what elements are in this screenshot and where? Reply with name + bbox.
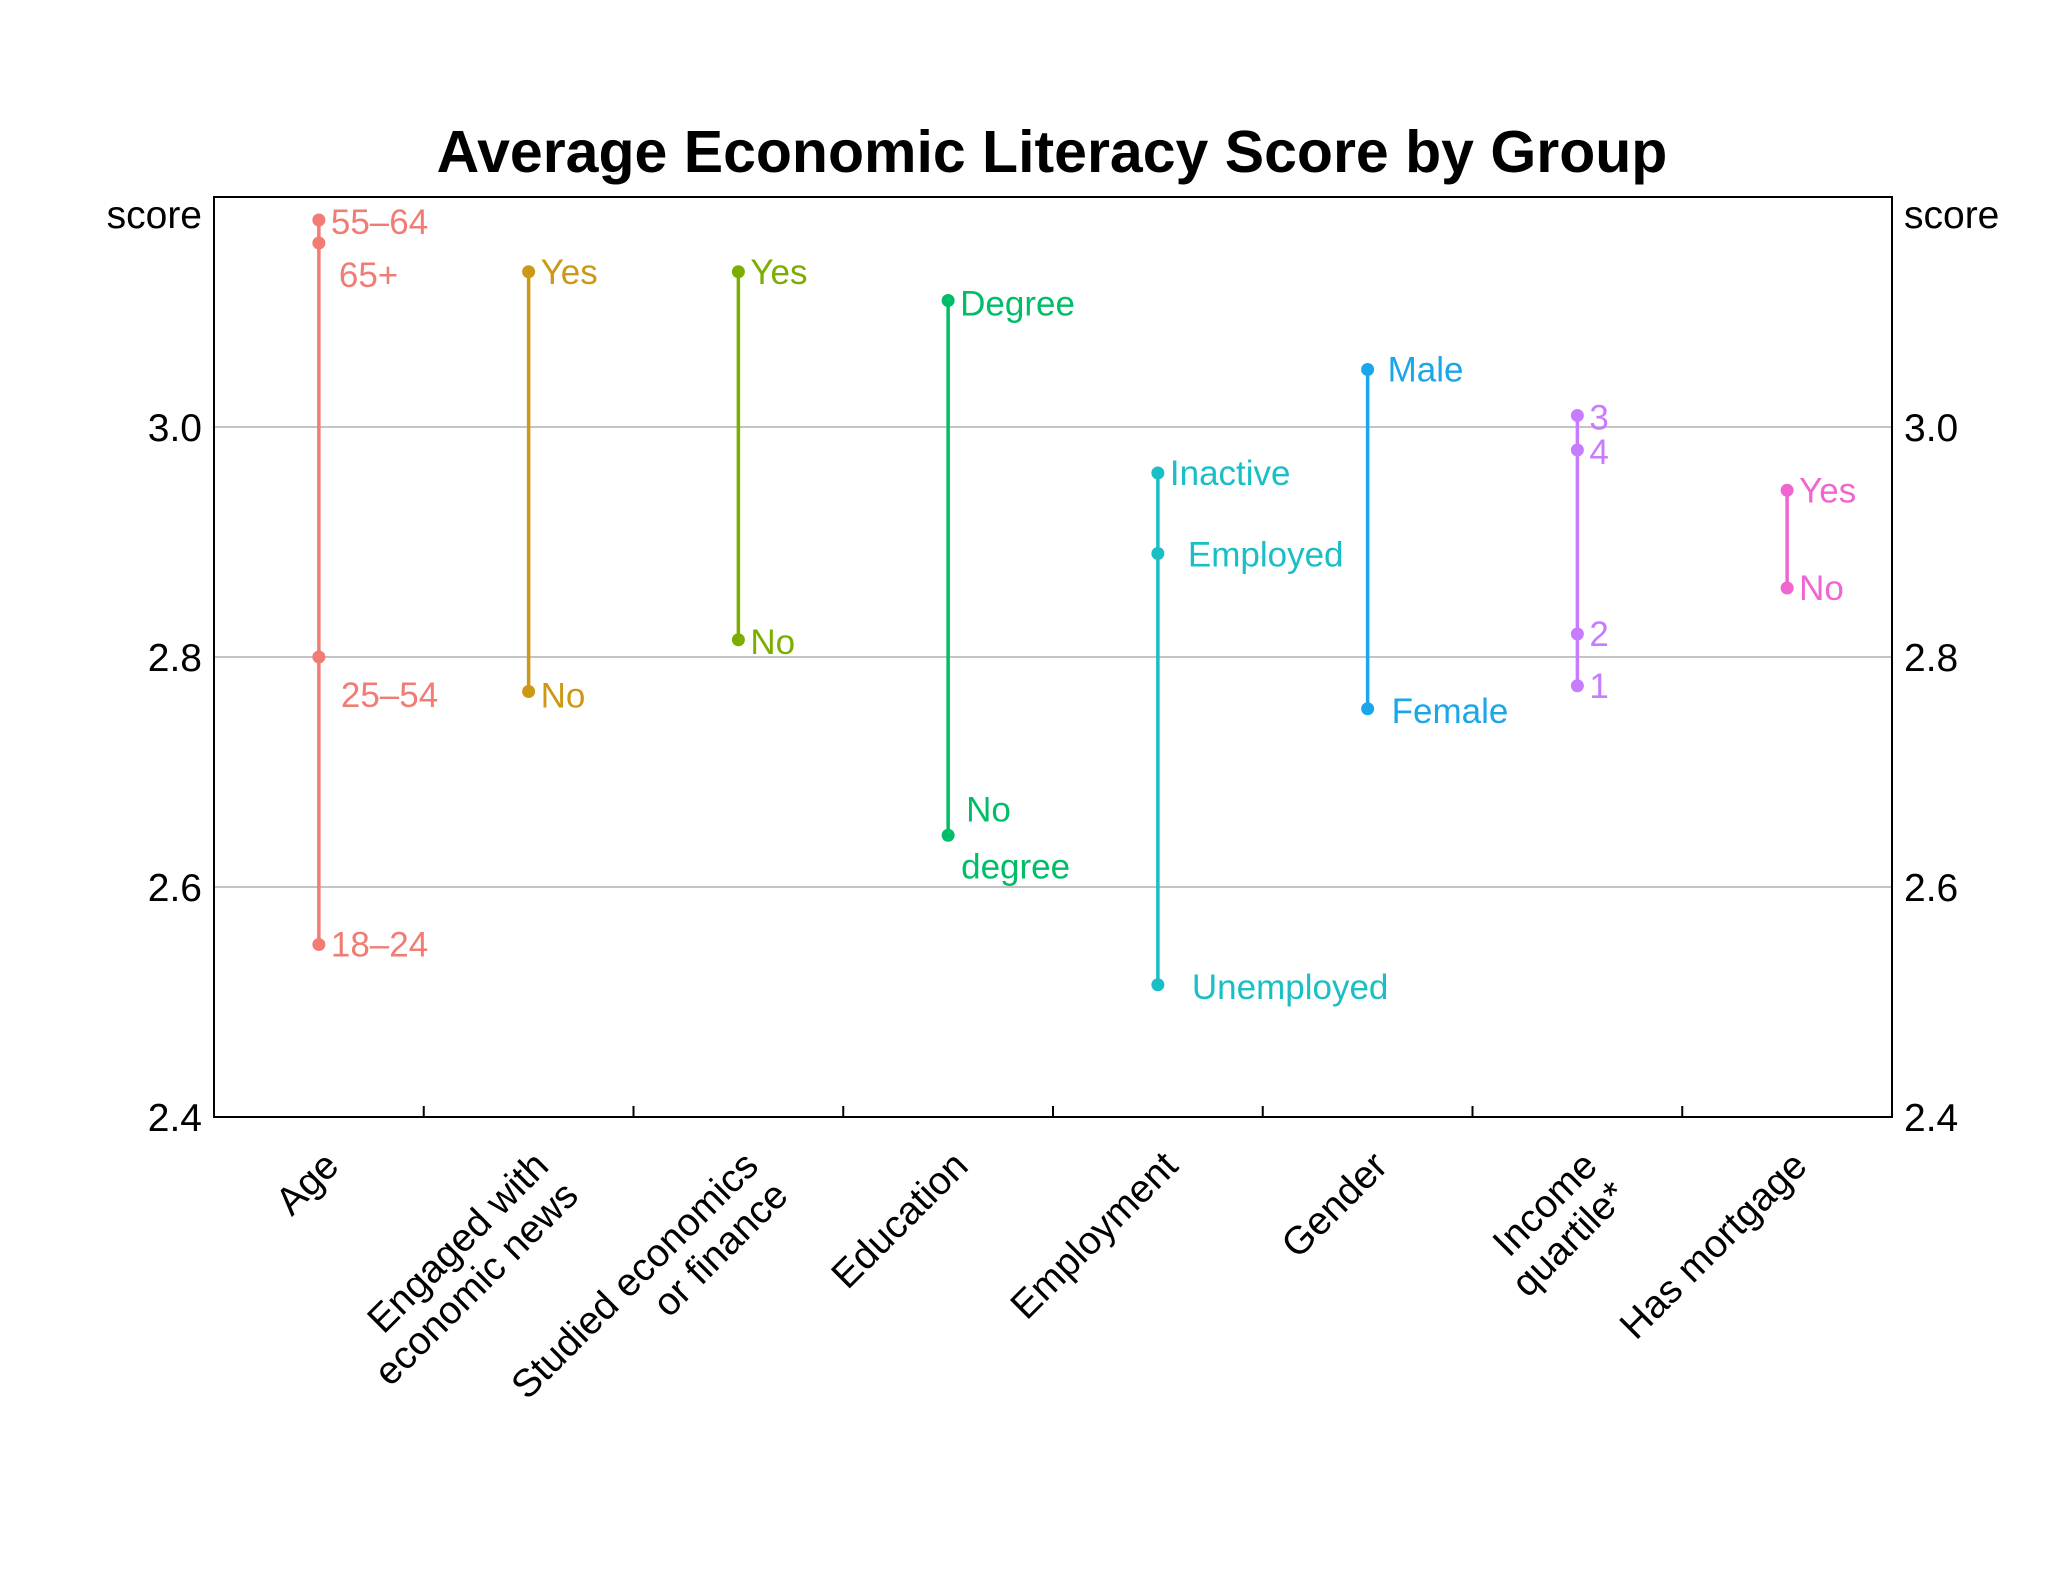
point-label: Inactive: [1170, 454, 1291, 493]
data-point: [731, 265, 745, 279]
y-tick-label-right: 3.0: [1904, 407, 1958, 450]
series-age: 55–64 65+ 25–54 18–24: [312, 203, 438, 965]
data-point: [1151, 547, 1165, 560]
point-label: 4: [1589, 433, 1608, 472]
category-label-line: Employment: [1003, 1144, 1187, 1328]
point-label: Employed: [1188, 536, 1344, 575]
data-point: [522, 265, 536, 279]
point-label: No: [1799, 569, 1844, 608]
point-label: No: [541, 677, 586, 716]
point-label: 3: [1589, 399, 1608, 438]
data-point: [1570, 679, 1584, 693]
point-label: Degree: [960, 285, 1075, 324]
category-label: Has mortgage: [1612, 1144, 1816, 1348]
point-label: Yes: [541, 253, 598, 292]
chart-title: Average Economic Literacy Score by Group: [437, 119, 1668, 185]
series-has-mortgage: Yes No: [1780, 471, 1856, 608]
point-label: 25–54: [341, 676, 438, 715]
data-point: [522, 685, 536, 698]
point-label: Unemployed: [1192, 968, 1389, 1007]
data-point: [312, 236, 326, 250]
category-label-line: Education: [823, 1144, 976, 1297]
point-label: Male: [1388, 351, 1464, 390]
category-label: Education: [823, 1144, 976, 1297]
y-tick-label-right: 2.4: [1904, 1097, 1958, 1140]
y-axis-unit-left: score: [107, 194, 202, 237]
point-label: Yes: [750, 253, 807, 292]
point-label: No: [966, 790, 1011, 829]
data-point: [941, 294, 955, 307]
series-ranges: 55–64 65+ 25–54 18–24 Yes No Yes No Degree No degr…: [312, 203, 1856, 1007]
category-label-line: Gender: [1274, 1144, 1396, 1266]
y-axis-tick-labels: 2.4 2.4 2.6 2.6 2.8 2.8 3.0 3.0: [148, 407, 1958, 1140]
data-point: [1151, 978, 1165, 992]
category-label: Age: [268, 1144, 347, 1223]
data-point: [1570, 409, 1584, 422]
point-label: 2: [1589, 615, 1608, 654]
x-axis-ticks: [422, 1106, 1684, 1117]
series-engaged-with-economic-news: Yes No: [522, 253, 598, 716]
y-tick-label-left: 3.0: [148, 407, 202, 450]
y-tick-label-right: 2.8: [1904, 637, 1958, 680]
point-label: Yes: [1799, 471, 1856, 510]
data-point: [1570, 627, 1584, 641]
point-label: Female: [1392, 692, 1509, 731]
data-point: [1780, 483, 1794, 497]
data-point: [312, 213, 326, 227]
data-point: [1361, 363, 1375, 376]
series-employment: Inactive Employed Unemployed: [1151, 454, 1388, 1007]
data-point: [1361, 702, 1375, 716]
data-point: [312, 650, 326, 664]
y-tick-label-right: 2.6: [1904, 867, 1958, 910]
series-income-quartile: 34 2 1: [1570, 399, 1609, 706]
gridlines: [214, 426, 1892, 888]
y-tick-label-left: 2.6: [148, 867, 202, 910]
data-point: [312, 938, 326, 951]
category-label-line: Age: [268, 1144, 347, 1223]
series-studied-economics-or-finance: Yes No: [731, 253, 807, 662]
point-label: 55–64: [331, 203, 428, 242]
category-label: Incomequartile*: [1474, 1144, 1635, 1305]
point-label: 65+: [339, 256, 398, 295]
data-point: [1151, 466, 1165, 480]
category-label: Employment: [1003, 1144, 1187, 1328]
point-label: No: [750, 623, 795, 662]
y-axis-unit-right: score: [1904, 194, 1999, 237]
point-label: degree: [961, 847, 1070, 886]
data-point: [1570, 443, 1584, 457]
category-label-line: Has mortgage: [1612, 1144, 1816, 1348]
series-education: Degree No degree: [941, 285, 1075, 886]
data-point: [731, 633, 745, 647]
category-label: Gender: [1274, 1144, 1396, 1266]
y-tick-label-left: 2.4: [148, 1097, 202, 1140]
data-point: [941, 828, 955, 842]
y-tick-label-left: 2.8: [148, 637, 202, 680]
point-label: 1: [1589, 667, 1608, 706]
point-label: 18–24: [331, 926, 428, 965]
series-gender: Male Female: [1361, 351, 1508, 731]
data-point: [1780, 581, 1794, 595]
